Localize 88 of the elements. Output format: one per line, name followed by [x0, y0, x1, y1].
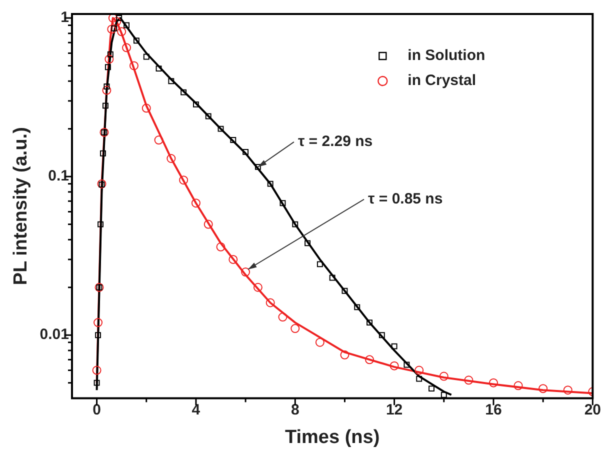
- point: [228, 254, 238, 264]
- point: [514, 381, 523, 390]
- point: [166, 154, 176, 163]
- point: [142, 104, 151, 113]
- point: [107, 24, 116, 34]
- point: [414, 366, 424, 375]
- point: [230, 137, 236, 143]
- point: [143, 54, 150, 60]
- point: [97, 179, 106, 188]
- x-tick-label: 12: [386, 401, 403, 418]
- point: [112, 17, 122, 26]
- point: [104, 54, 114, 64]
- y-axis-title: PL intensity (a.u.): [10, 127, 32, 286]
- x-tick-label: 0: [92, 401, 101, 418]
- point: [117, 27, 126, 36]
- point: [204, 220, 213, 229]
- point: [102, 86, 112, 95]
- point: [133, 38, 140, 44]
- point: [242, 148, 249, 155]
- point: [378, 332, 385, 338]
- legend-label: in Solution: [408, 47, 486, 64]
- point: [94, 318, 103, 328]
- point: [390, 361, 399, 370]
- point: [108, 14, 118, 23]
- x-tick-label: 20: [584, 401, 601, 418]
- point: [280, 200, 286, 206]
- point: [254, 164, 261, 170]
- annotation: τ = 0.85 ns: [368, 190, 443, 208]
- point: [366, 320, 372, 326]
- point: [168, 78, 174, 84]
- point: [104, 84, 110, 90]
- point: [116, 15, 122, 21]
- point: [98, 221, 104, 228]
- point: [340, 350, 350, 360]
- y-tick-label: 1: [60, 9, 69, 26]
- point: [342, 288, 348, 294]
- point: [95, 332, 102, 338]
- point: [365, 355, 374, 364]
- point: [354, 304, 360, 310]
- point: [316, 261, 323, 268]
- point: [218, 126, 224, 132]
- point: [538, 384, 548, 394]
- point: [129, 61, 138, 70]
- point: [98, 182, 105, 188]
- point: [124, 22, 130, 28]
- point: [464, 376, 474, 385]
- point: [192, 101, 199, 108]
- point: [179, 176, 188, 185]
- point: [154, 136, 164, 145]
- point: [92, 366, 102, 375]
- legend-label: in Crystal: [408, 72, 476, 90]
- y-tick-label: 0.1: [48, 168, 69, 185]
- point: [111, 25, 118, 32]
- point: [191, 198, 200, 208]
- point: [439, 372, 448, 381]
- point: [122, 43, 132, 52]
- y-tick-label: 0.01: [40, 326, 69, 344]
- point: [100, 150, 106, 156]
- x-tick-label: 8: [290, 401, 300, 418]
- point: [440, 392, 447, 398]
- point: [102, 102, 108, 109]
- point: [241, 268, 250, 277]
- point: [404, 362, 410, 368]
- point: [278, 312, 288, 322]
- x-tick-label: 4: [192, 401, 201, 418]
- point: [329, 274, 336, 281]
- point: [156, 66, 162, 72]
- point: [304, 240, 311, 246]
- point: [391, 343, 398, 350]
- point: [267, 180, 274, 187]
- point: [253, 282, 262, 292]
- annotation: τ = 2.29 ns: [298, 133, 373, 150]
- point: [180, 89, 187, 96]
- x-tick-label: 16: [485, 401, 502, 418]
- point: [292, 221, 298, 228]
- point: [107, 51, 114, 58]
- point: [205, 113, 212, 120]
- point: [216, 242, 226, 252]
- point: [315, 338, 324, 347]
- point: [488, 378, 498, 388]
- point: [563, 386, 572, 395]
- point: [290, 324, 300, 334]
- point: [104, 64, 111, 70]
- point: [94, 380, 100, 386]
- x-axis-title: Times (ns): [284, 426, 380, 448]
- point: [416, 376, 422, 382]
- point: [428, 386, 434, 392]
- point: [266, 298, 275, 308]
